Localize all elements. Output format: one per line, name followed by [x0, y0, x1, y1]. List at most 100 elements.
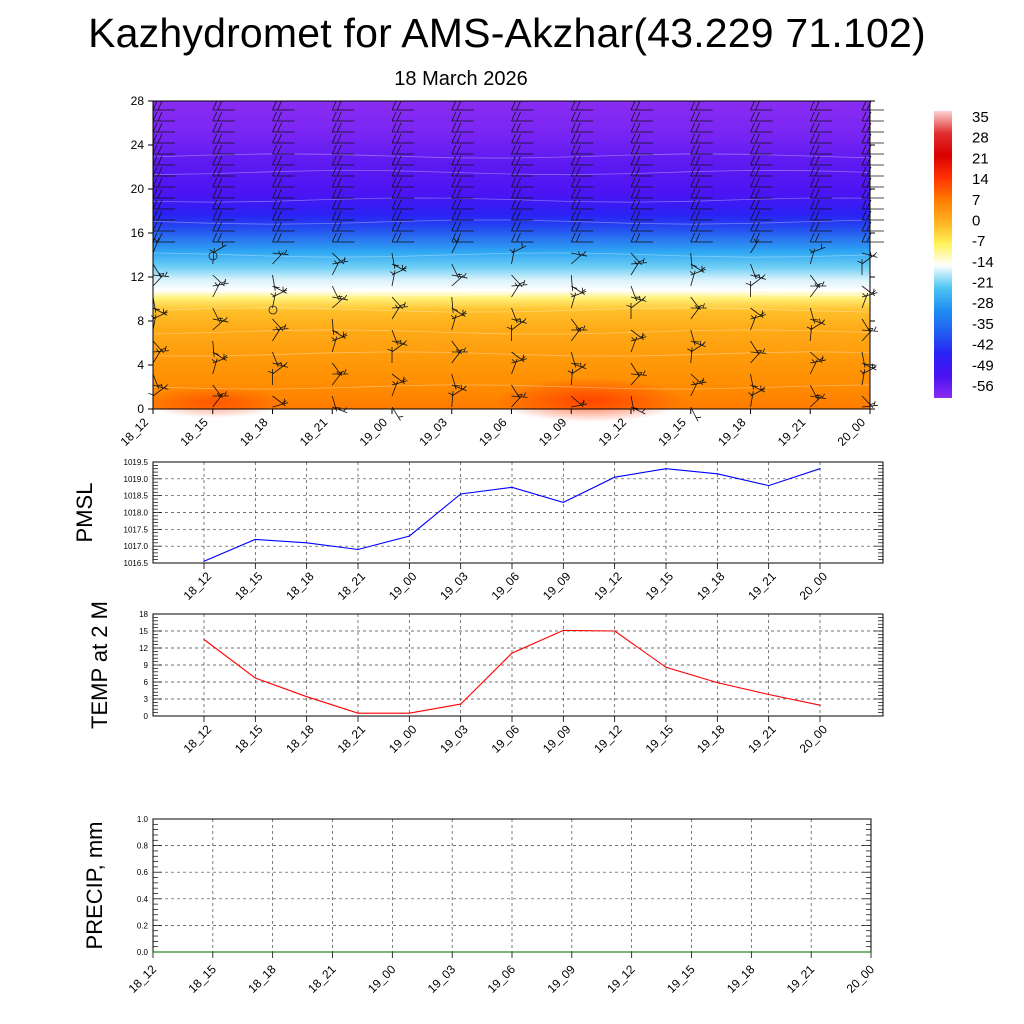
x-tick-label: 19_03	[416, 415, 450, 449]
wind-barb	[272, 351, 282, 368]
wind-barb	[861, 351, 870, 368]
wind-barb	[750, 232, 773, 243]
pmsl-point	[408, 535, 410, 537]
wind-barb	[270, 292, 276, 309]
chart-subtitle: 18 March 2026	[394, 68, 528, 90]
pmsl-point	[203, 560, 205, 562]
x-tick-label: 18_15	[232, 722, 266, 756]
wind-barb	[630, 221, 653, 232]
wind-barb	[152, 221, 175, 232]
wind-barb	[451, 144, 474, 155]
wind-barb	[570, 144, 594, 155]
wind-barb	[152, 133, 175, 144]
colorbar-label: -56	[972, 378, 994, 395]
wind-barb	[750, 307, 765, 318]
wind-barb	[570, 111, 594, 122]
wind-barb	[809, 166, 833, 177]
wind-barb	[690, 166, 713, 177]
wind-barb	[331, 144, 355, 155]
wind-barb	[570, 221, 594, 232]
wind-barb	[630, 155, 653, 166]
wind-barb	[809, 177, 833, 188]
wind-barb	[451, 384, 467, 392]
y-tick-label: 1017.0	[124, 542, 149, 551]
wind-barb	[570, 318, 584, 333]
wind-barb	[272, 362, 288, 368]
wind-barb	[267, 369, 273, 385]
wind-barb	[272, 199, 295, 210]
wind-barb	[272, 177, 295, 188]
x-tick-label: 19_12	[591, 569, 625, 603]
wind-barb	[272, 155, 295, 166]
wind-barb	[451, 232, 474, 243]
wind-barb	[750, 274, 766, 280]
temp2m-point	[716, 681, 718, 684]
wind-barb	[272, 221, 295, 232]
y-tick-label: 1018.5	[124, 492, 149, 501]
wind-barb	[750, 310, 766, 320]
chart-title: Kazhydromet for AMS-Akzhar(43.229 71.102…	[88, 10, 926, 56]
y-tick-label: 28	[131, 94, 145, 108]
pmsl-point	[357, 548, 359, 551]
x-tick-label: 18_15	[185, 962, 219, 996]
wind-barb	[630, 329, 646, 340]
wind-barb	[690, 221, 713, 232]
wind-barb	[511, 354, 527, 364]
wind-barb	[272, 395, 287, 406]
wind-barb	[570, 166, 594, 177]
wind-barb	[152, 384, 169, 390]
wind-barb	[212, 177, 235, 188]
y-tick-label: 3	[144, 695, 149, 704]
wind-barb	[391, 177, 414, 188]
x-tick-label: 19_12	[604, 962, 638, 996]
y-axis-label: PMSL	[72, 483, 97, 543]
wind-barb	[750, 199, 773, 210]
pmsl-point	[562, 501, 564, 503]
wind-barb	[451, 111, 474, 122]
wind-barb	[212, 241, 227, 254]
temp2m-point	[254, 677, 256, 679]
wind-barb	[750, 166, 773, 177]
wind-barb	[391, 373, 407, 384]
x-tick-label: 18_12	[181, 569, 215, 603]
wind-barb	[152, 155, 175, 166]
wind-barb	[391, 133, 414, 144]
wind-barb	[570, 210, 594, 221]
wind-barb	[272, 210, 295, 221]
x-tick-label: 19_09	[540, 569, 574, 603]
pmsl-point	[665, 468, 667, 470]
x-tick-label: 19_12	[591, 722, 625, 756]
wind-barb	[272, 111, 295, 122]
wind-barb	[690, 329, 700, 346]
wind-barb	[391, 199, 414, 210]
wind-barb	[630, 166, 653, 177]
precip-point	[152, 951, 154, 953]
wind-barb	[511, 144, 534, 155]
wind-barb	[511, 199, 534, 210]
wind-barb	[750, 340, 762, 355]
wind-barb	[809, 307, 819, 324]
wind-barb	[511, 188, 534, 199]
colorbar-label: 14	[972, 171, 989, 188]
precip-point	[331, 951, 334, 953]
wind-barb	[212, 111, 235, 122]
wind-barb	[212, 316, 229, 323]
pmsl-point	[306, 542, 308, 544]
colorbar-label: -21	[972, 275, 994, 292]
wind-barb	[750, 221, 773, 232]
temp2m-point	[460, 703, 462, 705]
wind-barb	[570, 232, 594, 243]
wind-barb	[626, 303, 632, 319]
wind-barb	[451, 155, 474, 166]
wind-barb	[391, 100, 414, 111]
wind-barb	[859, 369, 866, 386]
x-tick-label: 18_21	[297, 415, 331, 449]
x-tick-label: 20_00	[844, 962, 878, 996]
wind-barb	[212, 274, 227, 287]
wind-barb	[272, 144, 295, 155]
contour-line	[152, 351, 871, 357]
wind-barb	[861, 395, 875, 408]
wind-barb	[690, 340, 706, 348]
wind-barb	[152, 166, 175, 177]
